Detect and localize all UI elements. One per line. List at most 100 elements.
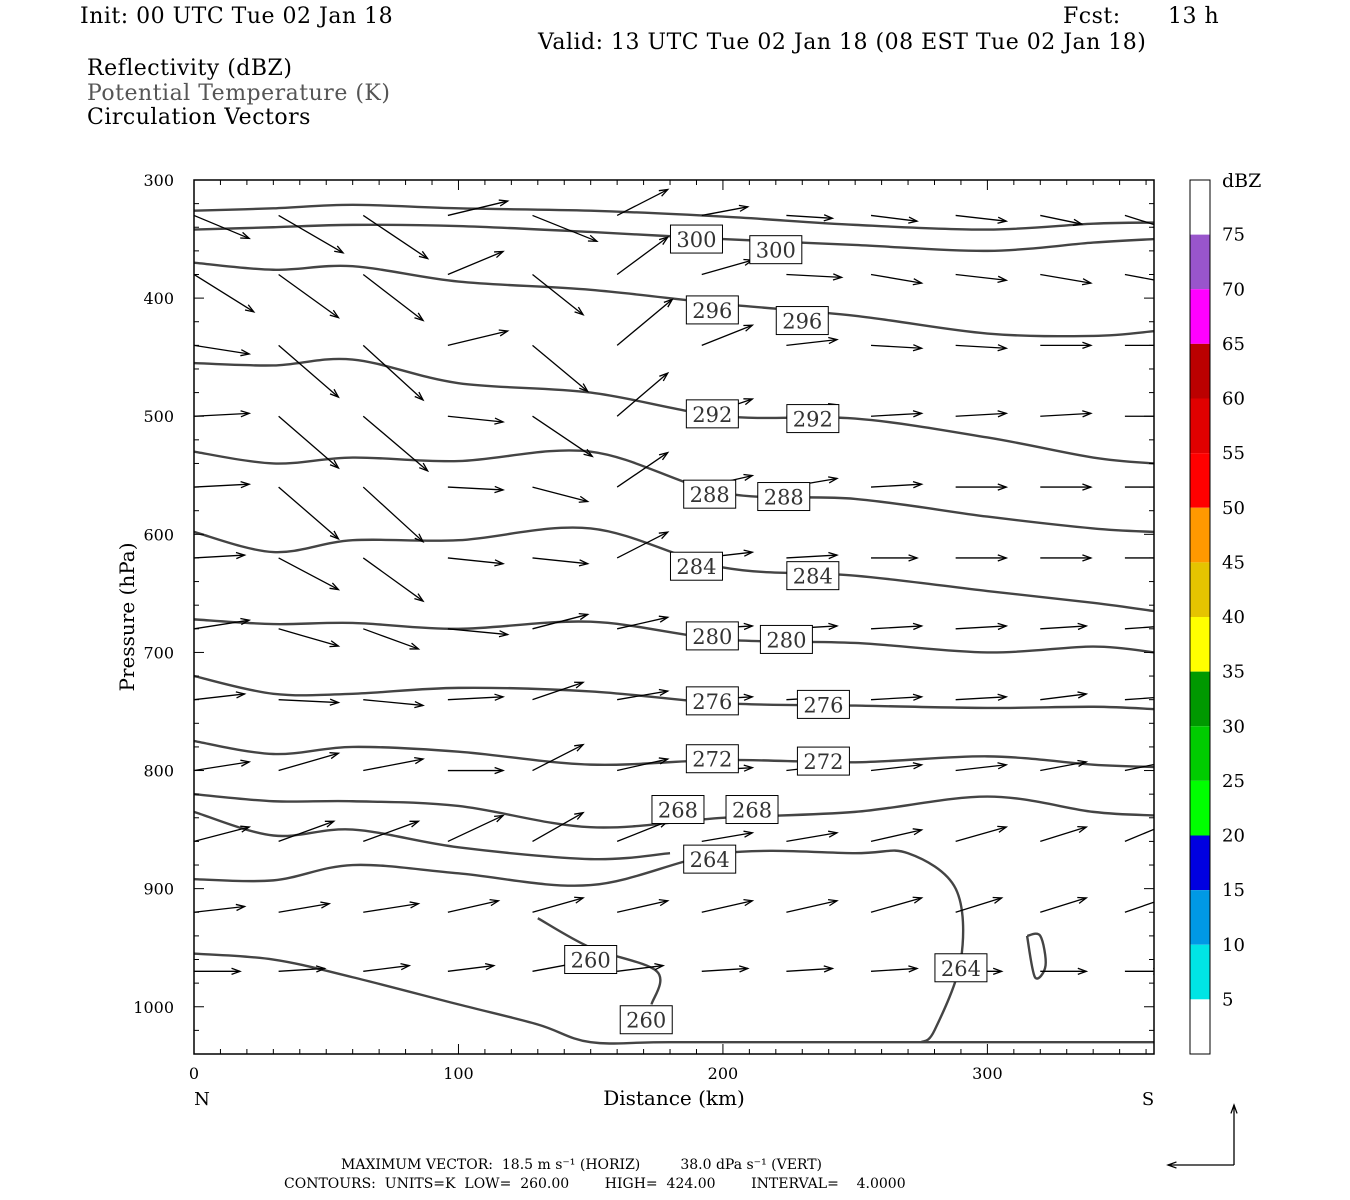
circulation-vector — [955, 762, 1009, 772]
vector-head — [579, 383, 590, 393]
vector-head — [992, 967, 1004, 975]
circulation-vector — [1040, 273, 1093, 286]
vector-shaft — [1124, 626, 1154, 630]
circulation-vector — [1124, 824, 1166, 843]
vector-head — [315, 965, 327, 973]
y-axis-label: Pressure (hPa) — [115, 543, 139, 692]
vector-head — [240, 617, 252, 626]
vector-head — [1082, 341, 1093, 350]
vector-shaft — [278, 903, 330, 913]
vector-head — [658, 615, 670, 623]
circulation-vector — [194, 903, 247, 913]
vector-shaft — [870, 897, 922, 913]
circulation-vector — [955, 693, 1009, 701]
vector-shaft — [447, 486, 504, 491]
circulation-vector — [870, 214, 919, 224]
vector-head — [992, 896, 1004, 904]
contour-label-box — [619, 1005, 673, 1035]
vector-shaft — [532, 681, 584, 701]
circulation-vector — [447, 250, 505, 276]
vector-shaft — [362, 214, 429, 260]
circulation-vector — [278, 820, 336, 843]
vector-head — [329, 698, 341, 706]
vector-shaft — [955, 344, 1007, 349]
circulation-vector — [1124, 214, 1154, 228]
vector-head — [578, 559, 590, 567]
circulation-vector — [871, 554, 919, 562]
colorbar-tick-label: 50 — [1222, 498, 1245, 519]
vector-head — [997, 275, 1009, 283]
vector-head — [743, 549, 755, 557]
x-tick-label: 0 — [189, 1064, 199, 1083]
y-tick-label: 500 — [143, 407, 174, 426]
vector-head — [1077, 759, 1089, 768]
colorbar-segment — [1190, 453, 1210, 508]
vector-shaft — [616, 900, 668, 913]
colorbar-segment — [1190, 289, 1210, 344]
vector-head — [743, 324, 755, 332]
vector-head — [329, 459, 340, 470]
vector-shaft — [278, 486, 339, 540]
circulation-vector — [1040, 825, 1089, 843]
vector-shaft — [278, 967, 325, 972]
vector-head — [1157, 824, 1166, 830]
vector-shaft — [447, 330, 508, 346]
vector-shaft — [278, 699, 339, 704]
vector-head — [494, 559, 505, 567]
circulation-vector — [617, 962, 666, 972]
vector-shaft — [363, 758, 424, 772]
colorbar-segment — [1190, 726, 1210, 781]
vector-shaft — [362, 344, 424, 401]
circulation-vector — [1040, 967, 1089, 975]
contour-label-box — [759, 624, 813, 654]
colorbar-tick-label: 35 — [1222, 662, 1245, 683]
circulation-vector — [870, 693, 924, 701]
vector-head — [414, 756, 425, 765]
circulation-vector — [870, 828, 924, 843]
circulation-vector — [532, 486, 590, 503]
colorbar-segment — [1190, 343, 1210, 399]
vector-head — [498, 199, 510, 207]
vector-head — [743, 473, 755, 481]
circulation-vector — [616, 188, 670, 217]
contour-label: 260 — [626, 1009, 666, 1033]
circulation-vector — [616, 371, 670, 417]
circulation-vector — [447, 557, 505, 567]
vector-shaft — [1040, 761, 1087, 772]
vector-head — [329, 388, 340, 399]
vector-shaft — [532, 214, 598, 242]
vector-head — [1077, 691, 1089, 699]
vector-head — [235, 903, 247, 912]
circulation-vector — [447, 415, 505, 425]
circulation-vector — [1040, 554, 1093, 562]
circulation-vector — [1040, 341, 1093, 350]
vector-head — [494, 485, 505, 494]
vector-head — [414, 533, 425, 543]
contour-label: 264 — [690, 848, 730, 872]
circulation-vector — [194, 344, 252, 357]
vector-head — [1162, 484, 1170, 490]
circulation-vector — [278, 415, 340, 470]
vector-head — [235, 551, 247, 560]
contour-label: 288 — [764, 486, 804, 510]
vector-shaft — [532, 486, 588, 503]
axes: 0 100 200 300 300 400 500 600 700 800 900 1000 — [133, 171, 1154, 1083]
vector-shaft — [786, 273, 842, 279]
vector-shaft — [701, 259, 753, 276]
vector-head — [240, 349, 252, 357]
vector-shaft — [617, 964, 664, 972]
colorbar-frame — [1189, 179, 1211, 1055]
circulation-vector — [532, 681, 585, 701]
vector-shaft — [194, 905, 245, 913]
vector-head — [912, 278, 924, 286]
circulation-vector — [362, 557, 425, 603]
vector-shaft — [278, 344, 339, 398]
circulation-vector — [786, 273, 844, 281]
vector-head — [1082, 410, 1093, 418]
vector-head — [743, 693, 755, 701]
vector-head — [738, 204, 750, 212]
circulation-vector — [870, 622, 924, 631]
contour-label-box — [683, 844, 737, 874]
vector-head — [912, 828, 924, 836]
vector-shaft — [786, 967, 833, 972]
